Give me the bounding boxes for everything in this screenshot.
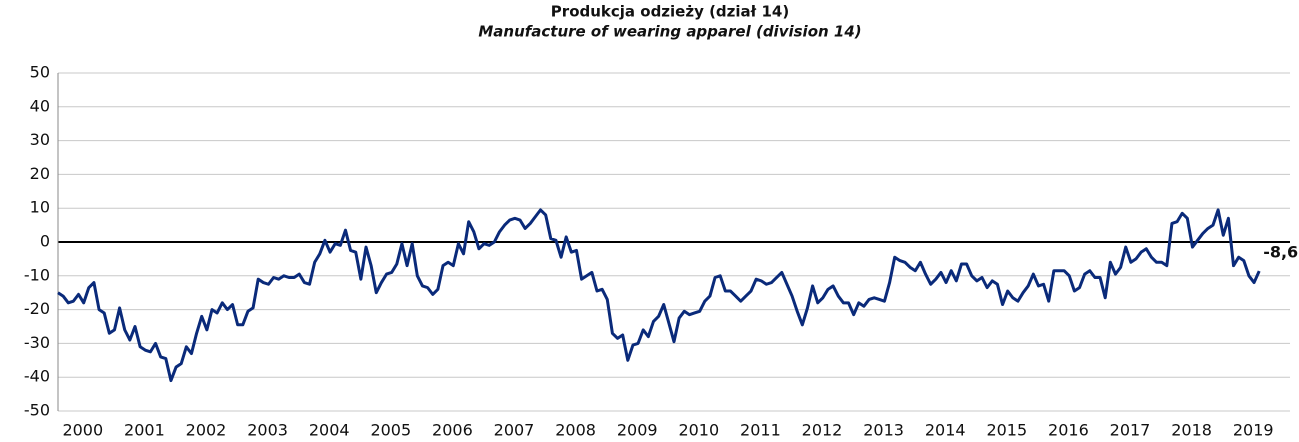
y-tick-label: 10 xyxy=(30,198,50,217)
y-tick-label: -40 xyxy=(24,367,50,386)
y-tick-label: 0 xyxy=(40,232,50,251)
x-tick-label: 2008 xyxy=(555,421,596,440)
chart-subtitle: Manufacture of wearing apparel (division… xyxy=(478,23,861,41)
x-tick-label: 2019 xyxy=(1233,421,1274,440)
y-tick-label: -10 xyxy=(24,265,50,284)
x-tick-label: 2010 xyxy=(678,421,719,440)
x-tick-label: 2018 xyxy=(1171,421,1212,440)
x-tick-label: 2006 xyxy=(432,421,473,440)
x-tick-label: 2007 xyxy=(494,421,535,440)
x-tick-label: 2015 xyxy=(986,421,1027,440)
x-tick-label: 2011 xyxy=(740,421,781,440)
y-tick-label: 20 xyxy=(30,164,50,183)
y-tick-label: -20 xyxy=(24,299,50,318)
x-tick-label: 2017 xyxy=(1110,421,1151,440)
x-tick-label: 2004 xyxy=(309,421,350,440)
x-tick-label: 2012 xyxy=(802,421,843,440)
x-tick-label: 2016 xyxy=(1048,421,1089,440)
y-tick-label: 40 xyxy=(30,96,50,115)
y-tick-label: 50 xyxy=(30,63,50,82)
x-tick-label: 2005 xyxy=(370,421,411,440)
y-tick-label: -50 xyxy=(24,401,50,420)
x-tick-label: 2014 xyxy=(925,421,966,440)
x-tick-label: 2001 xyxy=(124,421,165,440)
y-tick-label: -30 xyxy=(24,333,50,352)
x-tick-label: 2000 xyxy=(62,421,103,440)
x-tick-label: 2003 xyxy=(247,421,288,440)
data-line xyxy=(57,208,1261,383)
x-tick-label: 2002 xyxy=(186,421,227,440)
x-tick-label: 2013 xyxy=(863,421,904,440)
x-tick-label: 2009 xyxy=(617,421,658,440)
y-tick-label: 30 xyxy=(30,130,50,149)
chart-title: Produkcja odzieży (dział 14) xyxy=(551,3,789,21)
data-label: -8,6 xyxy=(1263,243,1298,262)
